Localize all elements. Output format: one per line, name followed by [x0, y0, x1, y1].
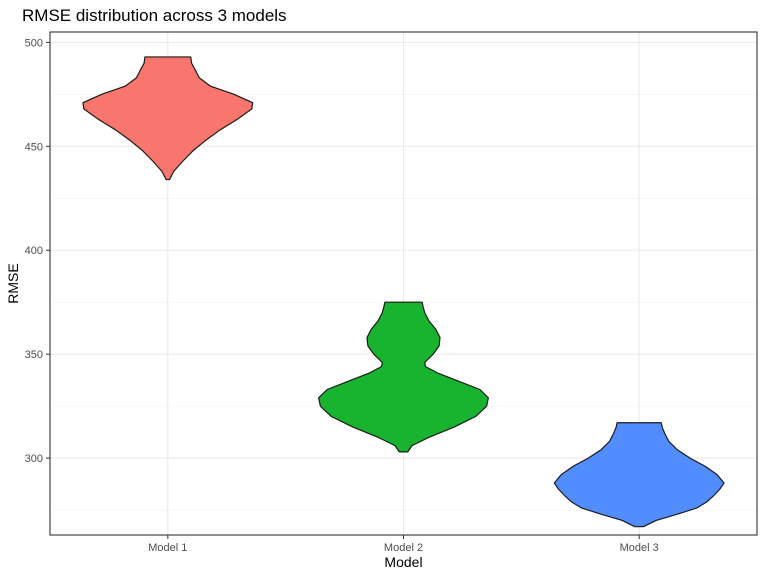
violin-model-3 [553, 422, 725, 528]
y-tick-label: 500 [25, 37, 43, 49]
violin-model-1 [82, 56, 254, 181]
x-tick-label: Model 3 [620, 542, 659, 554]
y-tick-label: 450 [25, 141, 43, 153]
y-axis: 300 350 400 450 500 [25, 37, 50, 465]
violins [82, 56, 725, 528]
x-tick-label: Model 1 [148, 542, 187, 554]
y-tick-label: 300 [25, 453, 43, 465]
violin-model-2 [318, 301, 489, 453]
x-axis: Model 1 Model 2 Model 3 [148, 535, 659, 554]
y-tick-label: 350 [25, 349, 43, 361]
y-tick-label: 400 [25, 245, 43, 257]
x-axis-title: Model [384, 554, 422, 570]
x-tick-label: Model 2 [384, 542, 423, 554]
chart-title: RMSE distribution across 3 models [22, 6, 287, 25]
y-axis-title: RMSE [5, 263, 21, 303]
